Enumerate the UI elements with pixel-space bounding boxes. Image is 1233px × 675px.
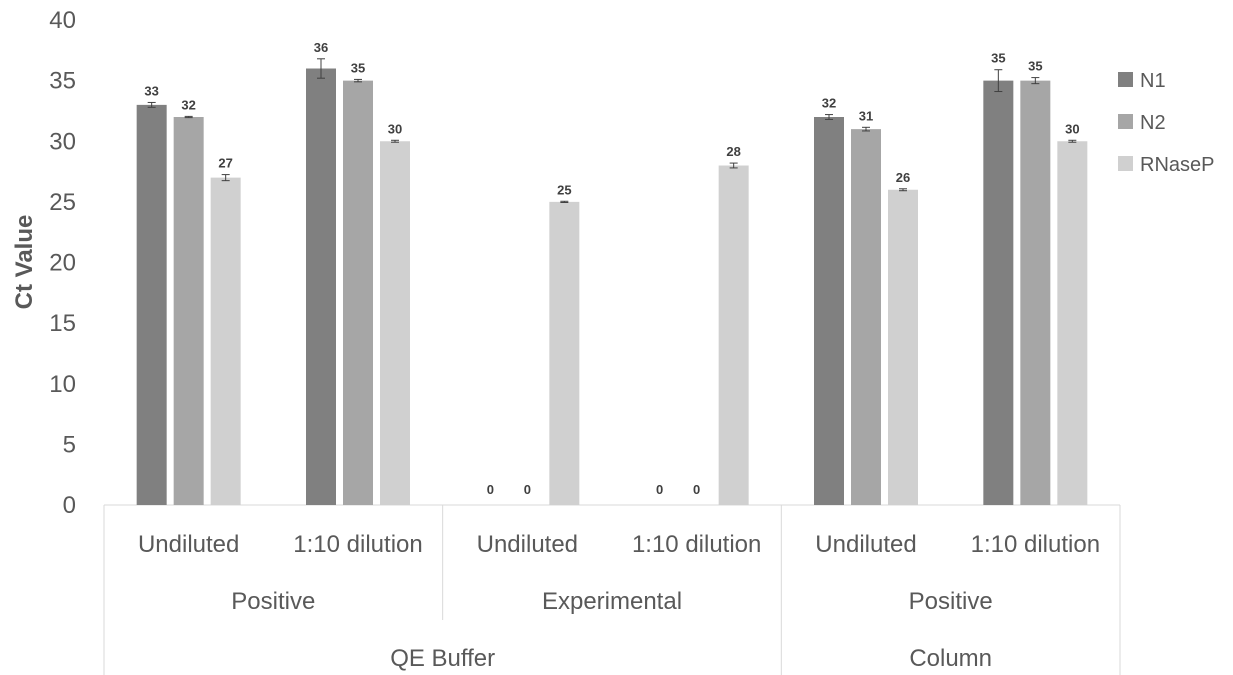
x-category-label: Undiluted xyxy=(815,531,916,558)
bar-rnasep xyxy=(380,141,410,505)
bar-n2 xyxy=(173,117,204,505)
data-label: 0 xyxy=(524,482,531,497)
y-tick-label: 40 xyxy=(49,7,76,34)
y-tick-label: 10 xyxy=(49,371,76,398)
bar-n1 xyxy=(306,68,336,505)
data-label: 0 xyxy=(693,482,700,497)
x-supergroup-label: Column xyxy=(909,645,992,672)
data-label: 33 xyxy=(144,83,158,98)
bar-n2 xyxy=(851,129,881,505)
legend: N1 N2 RNaseP xyxy=(1118,70,1214,176)
data-label: 32 xyxy=(822,96,836,111)
error-bars xyxy=(147,58,1077,203)
y-tick-label: 15 xyxy=(49,310,76,337)
bar-n2 xyxy=(343,80,373,505)
data-label: 31 xyxy=(859,108,873,123)
data-labels: 33 36 0 0 32 35 32 35 0 0 31 35 27 30 25 28 26 30 xyxy=(144,40,1079,497)
data-label: 0 xyxy=(656,482,663,497)
y-tick-label: 20 xyxy=(49,250,76,277)
error-bar xyxy=(994,69,1003,93)
bars xyxy=(136,68,1088,505)
error-bar xyxy=(184,115,193,119)
data-label: 35 xyxy=(991,51,1005,66)
y-tick-label: 0 xyxy=(63,492,76,519)
error-bar xyxy=(729,162,738,169)
legend-swatch xyxy=(1118,72,1133,87)
legend-label: RNaseP xyxy=(1140,154,1214,176)
data-label: 25 xyxy=(557,182,571,197)
legend-swatch xyxy=(1118,156,1133,171)
bar-rnasep xyxy=(888,189,918,505)
x-supergroup-label: QE Buffer xyxy=(390,645,495,672)
x-category-label: Undiluted xyxy=(138,531,239,558)
y-tick-label: 35 xyxy=(49,68,76,95)
bar-n1 xyxy=(983,80,1014,505)
data-label: 35 xyxy=(1028,59,1042,74)
error-bar xyxy=(899,188,907,192)
bar-rnasep xyxy=(1057,141,1088,505)
x-category-label: 1:10 dilution xyxy=(632,531,761,558)
error-bar xyxy=(317,58,325,79)
data-label: 30 xyxy=(388,121,402,136)
legend-swatch xyxy=(1118,114,1133,129)
x-category-label: Undiluted xyxy=(477,531,578,558)
bar-n1 xyxy=(136,104,167,505)
data-label: 27 xyxy=(218,156,232,171)
error-bar xyxy=(221,174,230,182)
error-bar xyxy=(354,78,362,83)
data-label: 28 xyxy=(726,144,740,159)
bar-n1 xyxy=(814,117,844,505)
error-bar xyxy=(1031,77,1040,85)
error-bar xyxy=(147,101,156,108)
error-bar xyxy=(825,114,833,120)
error-bar xyxy=(862,126,870,132)
x-group-label: Positive xyxy=(909,588,993,615)
bar-rnasep xyxy=(210,177,241,505)
error-bar xyxy=(391,139,399,143)
error-bar xyxy=(1068,139,1077,143)
x-axis: Undiluted 1:10 dilution Undiluted 1:10 dilu… xyxy=(103,504,1121,675)
y-tick-label: 25 xyxy=(49,189,76,216)
y-axis-title: Ct Value xyxy=(11,215,38,310)
x-category-label: 1:10 dilution xyxy=(293,531,422,558)
y-tick-label: 30 xyxy=(49,128,76,155)
data-label: 30 xyxy=(1065,121,1079,136)
bar-rnasep xyxy=(718,165,749,505)
x-group-label: Experimental xyxy=(542,588,682,615)
y-tick-label: 5 xyxy=(63,431,76,458)
data-label: 36 xyxy=(314,40,328,55)
legend-label: N1 xyxy=(1140,70,1166,92)
data-label: 32 xyxy=(181,97,195,112)
legend-label: N2 xyxy=(1140,112,1166,134)
error-bar xyxy=(560,200,569,203)
data-label: 26 xyxy=(896,170,910,185)
y-axis: 0 5 10 15 20 25 30 35 40 xyxy=(49,7,76,519)
bar-rnasep xyxy=(549,201,580,505)
x-group-label: Positive xyxy=(231,588,315,615)
bar-n2 xyxy=(1020,80,1051,505)
data-label: 0 xyxy=(487,482,494,497)
data-label: 35 xyxy=(351,60,365,75)
x-category-label: 1:10 dilution xyxy=(971,531,1100,558)
